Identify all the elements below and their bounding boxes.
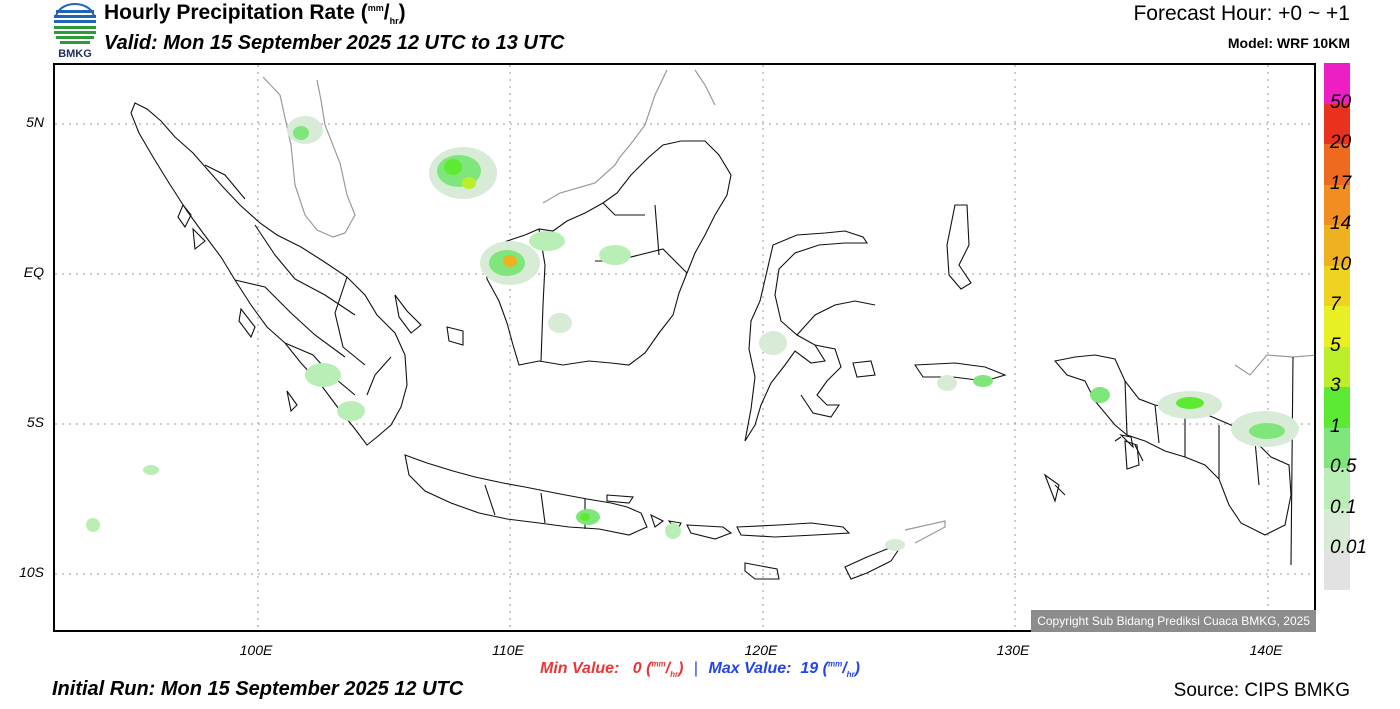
legend-bin <box>1324 265 1350 307</box>
min-max-values: Min Value: 0 (mm/hr) | Max Value: 19 (mm… <box>539 660 860 680</box>
legend-bin <box>1324 549 1350 591</box>
legend-bin <box>1324 103 1350 145</box>
legend-label: 50 <box>1330 91 1352 113</box>
precipitation-map[interactable] <box>53 63 1316 632</box>
legend-label: 14 <box>1330 213 1352 235</box>
legend-bin <box>1324 306 1350 348</box>
source-credit: Source: CIPS BMKG <box>1173 680 1350 701</box>
valid-time: Valid: Mon 15 September 2025 12 UTC to 1… <box>104 32 565 54</box>
lon-label-120e: 120E <box>744 642 778 658</box>
legend-label: 1 <box>1330 415 1341 437</box>
legend-bin <box>1324 508 1350 550</box>
legend-label: 7 <box>1330 294 1341 316</box>
lat-label-10s: 10S <box>19 564 44 580</box>
lat-label-5s: 5S <box>26 414 44 430</box>
lon-label-140e: 140E <box>1249 642 1283 658</box>
model-name: Model: WRF 10KM <box>1227 35 1350 51</box>
legend-label: 17 <box>1330 172 1352 194</box>
map-canvas <box>55 65 1314 630</box>
chart-title: Hourly Precipitation Rate (mm/hr) <box>104 1 406 27</box>
legend-label: 5 <box>1330 334 1341 356</box>
legend-label: 0.1 <box>1330 496 1357 518</box>
legend-label: 3 <box>1330 375 1341 397</box>
legend-label: 20 <box>1330 132 1352 154</box>
lon-label-110e: 110E <box>492 642 524 658</box>
copyright-notice: Copyright Sub Bidang Prediksi Cuaca BMKG… <box>1031 610 1316 632</box>
min-value-text: Min Value: 0 (mm/hr) <box>539 660 684 680</box>
forecast-hour: Forecast Hour: +0 ~ +1 <box>1133 2 1350 25</box>
legend-bin <box>1324 184 1350 226</box>
lat-label-eq: EQ <box>23 264 44 280</box>
lon-label-130e: 130E <box>996 642 1030 658</box>
lon-label-100e: 100E <box>239 642 273 658</box>
legend-bin <box>1324 63 1350 105</box>
legend-bin <box>1324 387 1350 429</box>
bmkg-logo: BMKG <box>50 2 100 60</box>
legend-label: 10 <box>1330 253 1352 275</box>
precipitation-legend <box>1324 63 1350 591</box>
max-value-text: Max Value: 19 (mm/hr) <box>708 660 860 680</box>
legend-bin <box>1324 468 1350 510</box>
legend-label: 0.01 <box>1330 537 1367 559</box>
lat-label-5n: 5N <box>26 114 44 130</box>
precipitation-areas <box>86 116 1299 551</box>
foreign-coastlines <box>262 69 1314 544</box>
legend-bin <box>1324 144 1350 186</box>
logo-text: BMKG <box>58 48 92 60</box>
map-gridlines <box>55 65 1314 630</box>
initial-run: Initial Run: Mon 15 September 2025 12 UT… <box>52 678 464 700</box>
legend-label: 0.5 <box>1330 456 1357 478</box>
legend-bin <box>1324 225 1350 267</box>
legend-bin <box>1324 427 1350 469</box>
land-coastlines <box>130 102 1294 580</box>
legend-bin <box>1324 346 1350 388</box>
